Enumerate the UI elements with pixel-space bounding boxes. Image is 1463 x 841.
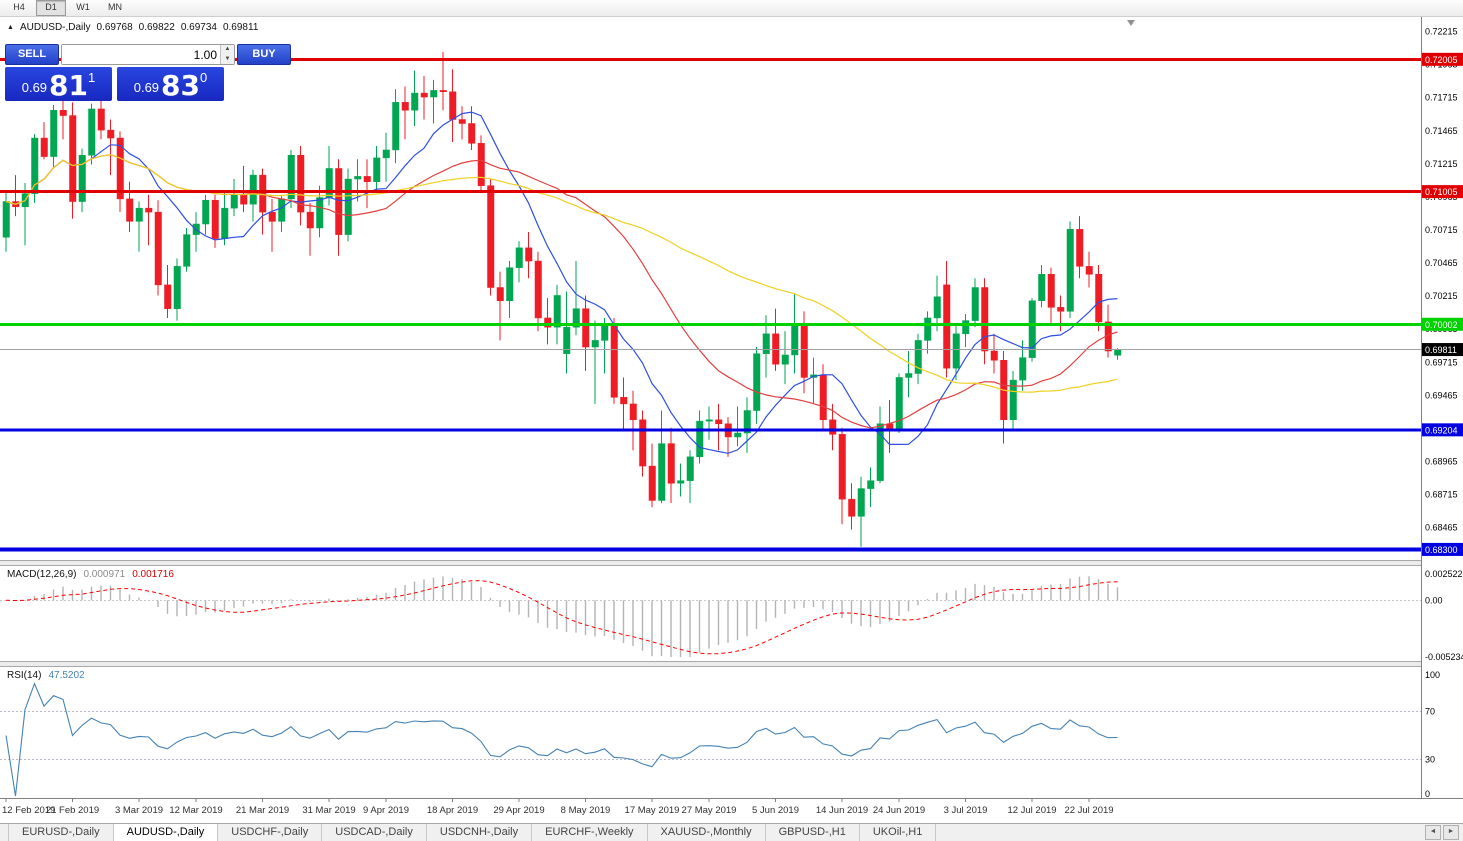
svg-text:18 Apr 2019: 18 Apr 2019 xyxy=(427,805,478,816)
svg-text:3 Jul 2019: 3 Jul 2019 xyxy=(944,805,988,816)
svg-text:100: 100 xyxy=(1425,670,1440,680)
tab-scroll-right-icon[interactable]: ► xyxy=(1443,825,1459,840)
svg-text:0.72005: 0.72005 xyxy=(1425,55,1458,65)
svg-text:0.71715: 0.71715 xyxy=(1425,93,1458,103)
svg-text:0.70715: 0.70715 xyxy=(1425,225,1458,235)
svg-text:0.68965: 0.68965 xyxy=(1425,456,1458,466)
svg-text:8 May 2019: 8 May 2019 xyxy=(561,805,611,816)
sell-price-display[interactable]: 0.69 81 1 xyxy=(5,67,112,101)
svg-text:70: 70 xyxy=(1425,706,1435,716)
svg-text:12 Mar 2019: 12 Mar 2019 xyxy=(169,805,222,816)
buy-price-pips: 83 xyxy=(161,69,201,102)
buy-price-point: 0 xyxy=(200,70,208,85)
rsi-name: RSI(14) xyxy=(7,670,42,681)
svg-text:22 Jul 2019: 22 Jul 2019 xyxy=(1064,805,1113,816)
svg-text:29 Apr 2019: 29 Apr 2019 xyxy=(493,805,544,816)
chart-canvas[interactable]: 0.722150.719650.717150.714650.712150.709… xyxy=(0,17,1463,823)
svg-text:0: 0 xyxy=(1425,789,1430,799)
volume-input[interactable] xyxy=(62,45,220,64)
svg-text:0.68465: 0.68465 xyxy=(1425,523,1458,533)
tab-eurchf-weekly[interactable]: EURCHF-,Weekly xyxy=(532,824,648,841)
tab-usdcnh-daily[interactable]: USDCNH-,Daily xyxy=(427,824,533,841)
macd-signal-value: 0.001716 xyxy=(132,569,174,580)
sell-price-point: 1 xyxy=(88,70,96,85)
ohlc-low: 0.69734 xyxy=(180,22,217,33)
svg-text:0.69465: 0.69465 xyxy=(1425,390,1458,400)
svg-text:12 Jul 2019: 12 Jul 2019 xyxy=(1007,805,1056,816)
period-toolbar: H4 D1 W1 MN xyxy=(0,0,1463,17)
macd-name: MACD(12,26,9) xyxy=(7,569,77,580)
svg-text:0.68715: 0.68715 xyxy=(1425,490,1458,500)
buy-price-display[interactable]: 0.69 83 0 xyxy=(117,67,224,101)
tab-ukoil-h1[interactable]: UKOil-,H1 xyxy=(860,824,937,841)
rsi-label: RSI(14) 47.5202 xyxy=(7,670,85,681)
timeframe-d1-button[interactable]: D1 xyxy=(36,0,66,16)
sell-button[interactable]: SELL xyxy=(5,44,59,65)
tab-xauusd-monthly[interactable]: XAUUSD-,Monthly xyxy=(648,824,766,841)
svg-text:0.70215: 0.70215 xyxy=(1425,291,1458,301)
volume-spinner: ▲ ▼ xyxy=(220,45,234,64)
svg-text:9 Apr 2019: 9 Apr 2019 xyxy=(363,805,409,816)
tab-usdchf-daily[interactable]: USDCHF-,Daily xyxy=(218,824,323,841)
svg-text:21 Mar 2019: 21 Mar 2019 xyxy=(236,805,289,816)
macd-label: MACD(12,26,9) 0.000971 0.001716 xyxy=(7,569,174,580)
timeframe-mn-button[interactable]: MN xyxy=(108,2,122,12)
svg-text:0.70465: 0.70465 xyxy=(1425,258,1458,268)
svg-text:0.69811: 0.69811 xyxy=(1425,345,1457,355)
chart-title: ▲ AUDUSD-,Daily 0.69768 0.69822 0.69734 … xyxy=(7,22,258,33)
tab-gbpusd-h1[interactable]: GBPUSD-,H1 xyxy=(766,824,860,841)
svg-text:12 Feb 2019: 12 Feb 2019 xyxy=(2,805,55,816)
one-click-collapse-icon[interactable]: ▲ xyxy=(7,24,14,31)
timeframe-h4-button[interactable]: H4 xyxy=(13,2,25,12)
svg-text:27 May 2019: 27 May 2019 xyxy=(682,805,737,816)
svg-text:0.002522: 0.002522 xyxy=(1425,569,1463,579)
svg-text:24 Jun 2019: 24 Jun 2019 xyxy=(873,805,925,816)
sell-price-prefix: 0.69 xyxy=(21,80,48,95)
macd-main-value: 0.000971 xyxy=(83,569,126,580)
ohlc-close: 0.69811 xyxy=(222,22,259,33)
timeframe-w1-button[interactable]: W1 xyxy=(76,2,90,12)
svg-text:3 Mar 2019: 3 Mar 2019 xyxy=(115,805,163,816)
rsi-value: 47.5202 xyxy=(48,670,85,681)
svg-text:5 Jun 2019: 5 Jun 2019 xyxy=(752,805,799,816)
svg-text:0.69715: 0.69715 xyxy=(1425,357,1458,367)
symbol-period-title: AUDUSD-,Daily xyxy=(19,22,91,33)
svg-text:17 May 2019: 17 May 2019 xyxy=(625,805,680,816)
ohlc-open: 0.69768 xyxy=(96,22,133,33)
volume-control: ▲ ▼ xyxy=(61,44,235,65)
svg-text:0.00: 0.00 xyxy=(1425,595,1443,605)
tab-scroll-arrows: ◄ ► xyxy=(1425,824,1463,841)
buy-price-prefix: 0.69 xyxy=(133,80,160,95)
tab-audusd-daily[interactable]: AUDUSD-,Daily xyxy=(113,824,219,841)
svg-text:0.71465: 0.71465 xyxy=(1425,126,1458,136)
volume-increase-icon[interactable]: ▲ xyxy=(221,45,234,55)
svg-text:0.70002: 0.70002 xyxy=(1425,320,1458,330)
chart-tabs-bar: EURUSD-,Daily AUDUSD-,Daily USDCHF-,Dail… xyxy=(0,823,1463,841)
svg-text:0.71215: 0.71215 xyxy=(1425,159,1458,169)
tab-usdcad-daily[interactable]: USDCAD-,Daily xyxy=(322,824,427,841)
volume-decrease-icon[interactable]: ▼ xyxy=(221,54,234,64)
tab-eurusd-daily[interactable]: EURUSD-,Daily xyxy=(8,824,114,841)
svg-text:21 Feb 2019: 21 Feb 2019 xyxy=(46,805,99,816)
sell-price-pips: 81 xyxy=(49,69,89,102)
svg-text:31 Mar 2019: 31 Mar 2019 xyxy=(302,805,355,816)
svg-text:0.68300: 0.68300 xyxy=(1425,545,1458,555)
svg-text:0.71005: 0.71005 xyxy=(1425,187,1458,197)
buy-button[interactable]: BUY xyxy=(237,44,291,65)
ohlc-high: 0.69822 xyxy=(138,22,175,33)
svg-text:14 Jun 2019: 14 Jun 2019 xyxy=(816,805,868,816)
svg-text:30: 30 xyxy=(1425,755,1435,765)
tab-scroll-left-icon[interactable]: ◄ xyxy=(1425,825,1441,840)
svg-text:0.69204: 0.69204 xyxy=(1425,425,1458,435)
svg-text:0.72215: 0.72215 xyxy=(1425,27,1458,37)
svg-text:-0.005234: -0.005234 xyxy=(1425,652,1463,662)
